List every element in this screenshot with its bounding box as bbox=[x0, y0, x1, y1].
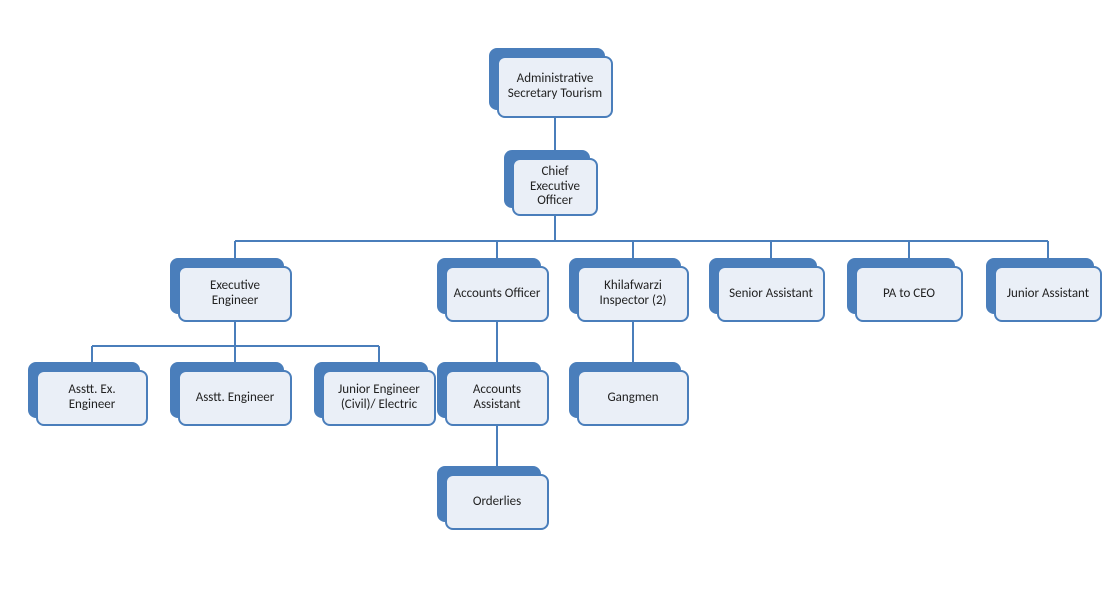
org-node-ceo: Chief Executive Officer bbox=[504, 150, 598, 216]
org-node-box: Accounts Assistant bbox=[445, 370, 549, 426]
org-node-senior: Senior Assistant bbox=[709, 258, 825, 322]
org-node-box: Junior Assistant bbox=[994, 266, 1102, 322]
org-node-asstt2: Asstt. Engineer bbox=[170, 362, 292, 426]
org-node-label: Administrative Secretary Tourism bbox=[505, 72, 605, 102]
org-node-label: Gangmen bbox=[607, 391, 658, 406]
org-node-label: Junior Assistant bbox=[1007, 287, 1089, 302]
org-node-jeng: Junior Engineer (Civil)/ Electric bbox=[314, 362, 436, 426]
org-node-gang: Gangmen bbox=[569, 362, 689, 426]
org-node-box: Executive Engineer bbox=[178, 266, 292, 322]
org-node-label: Khilafwarzi Inspector (2) bbox=[585, 279, 681, 309]
org-node-label: PA to CEO bbox=[883, 287, 935, 302]
org-node-label: Asstt. Ex. Engineer bbox=[44, 383, 140, 413]
org-node-box: Chief Executive Officer bbox=[512, 158, 598, 216]
org-node-label: Chief Executive Officer bbox=[520, 165, 590, 210]
org-node-box: Khilafwarzi Inspector (2) bbox=[577, 266, 689, 322]
org-node-exec: Executive Engineer bbox=[170, 258, 292, 322]
org-node-box: Asstt. Ex. Engineer bbox=[36, 370, 148, 426]
org-node-asstt1: Asstt. Ex. Engineer bbox=[28, 362, 148, 426]
org-node-admin: Administrative Secretary Tourism bbox=[489, 48, 613, 118]
org-node-accasst: Accounts Assistant bbox=[437, 362, 549, 426]
org-node-box: Orderlies bbox=[445, 474, 549, 530]
org-node-khilaf: Khilafwarzi Inspector (2) bbox=[569, 258, 689, 322]
org-node-order: Orderlies bbox=[437, 466, 549, 530]
org-node-label: Accounts Assistant bbox=[453, 383, 541, 413]
org-node-box: Gangmen bbox=[577, 370, 689, 426]
org-node-box: Administrative Secretary Tourism bbox=[497, 56, 613, 118]
org-node-label: Junior Engineer (Civil)/ Electric bbox=[330, 383, 428, 413]
org-chart-canvas: Administrative Secretary Tourism Chief Ex… bbox=[0, 0, 1108, 598]
org-node-label: Accounts Officer bbox=[454, 287, 541, 302]
org-node-box: Asstt. Engineer bbox=[178, 370, 292, 426]
org-node-accoff: Accounts Officer bbox=[437, 258, 549, 322]
org-node-pa: PA to CEO bbox=[847, 258, 963, 322]
org-node-label: Asstt. Engineer bbox=[196, 391, 275, 406]
org-node-junior: Junior Assistant bbox=[986, 258, 1102, 322]
org-node-box: Junior Engineer (Civil)/ Electric bbox=[322, 370, 436, 426]
org-node-box: Senior Assistant bbox=[717, 266, 825, 322]
org-node-label: Senior Assistant bbox=[729, 287, 813, 302]
org-node-label: Orderlies bbox=[473, 495, 521, 510]
org-node-box: PA to CEO bbox=[855, 266, 963, 322]
org-node-box: Accounts Officer bbox=[445, 266, 549, 322]
org-node-label: Executive Engineer bbox=[186, 279, 284, 309]
